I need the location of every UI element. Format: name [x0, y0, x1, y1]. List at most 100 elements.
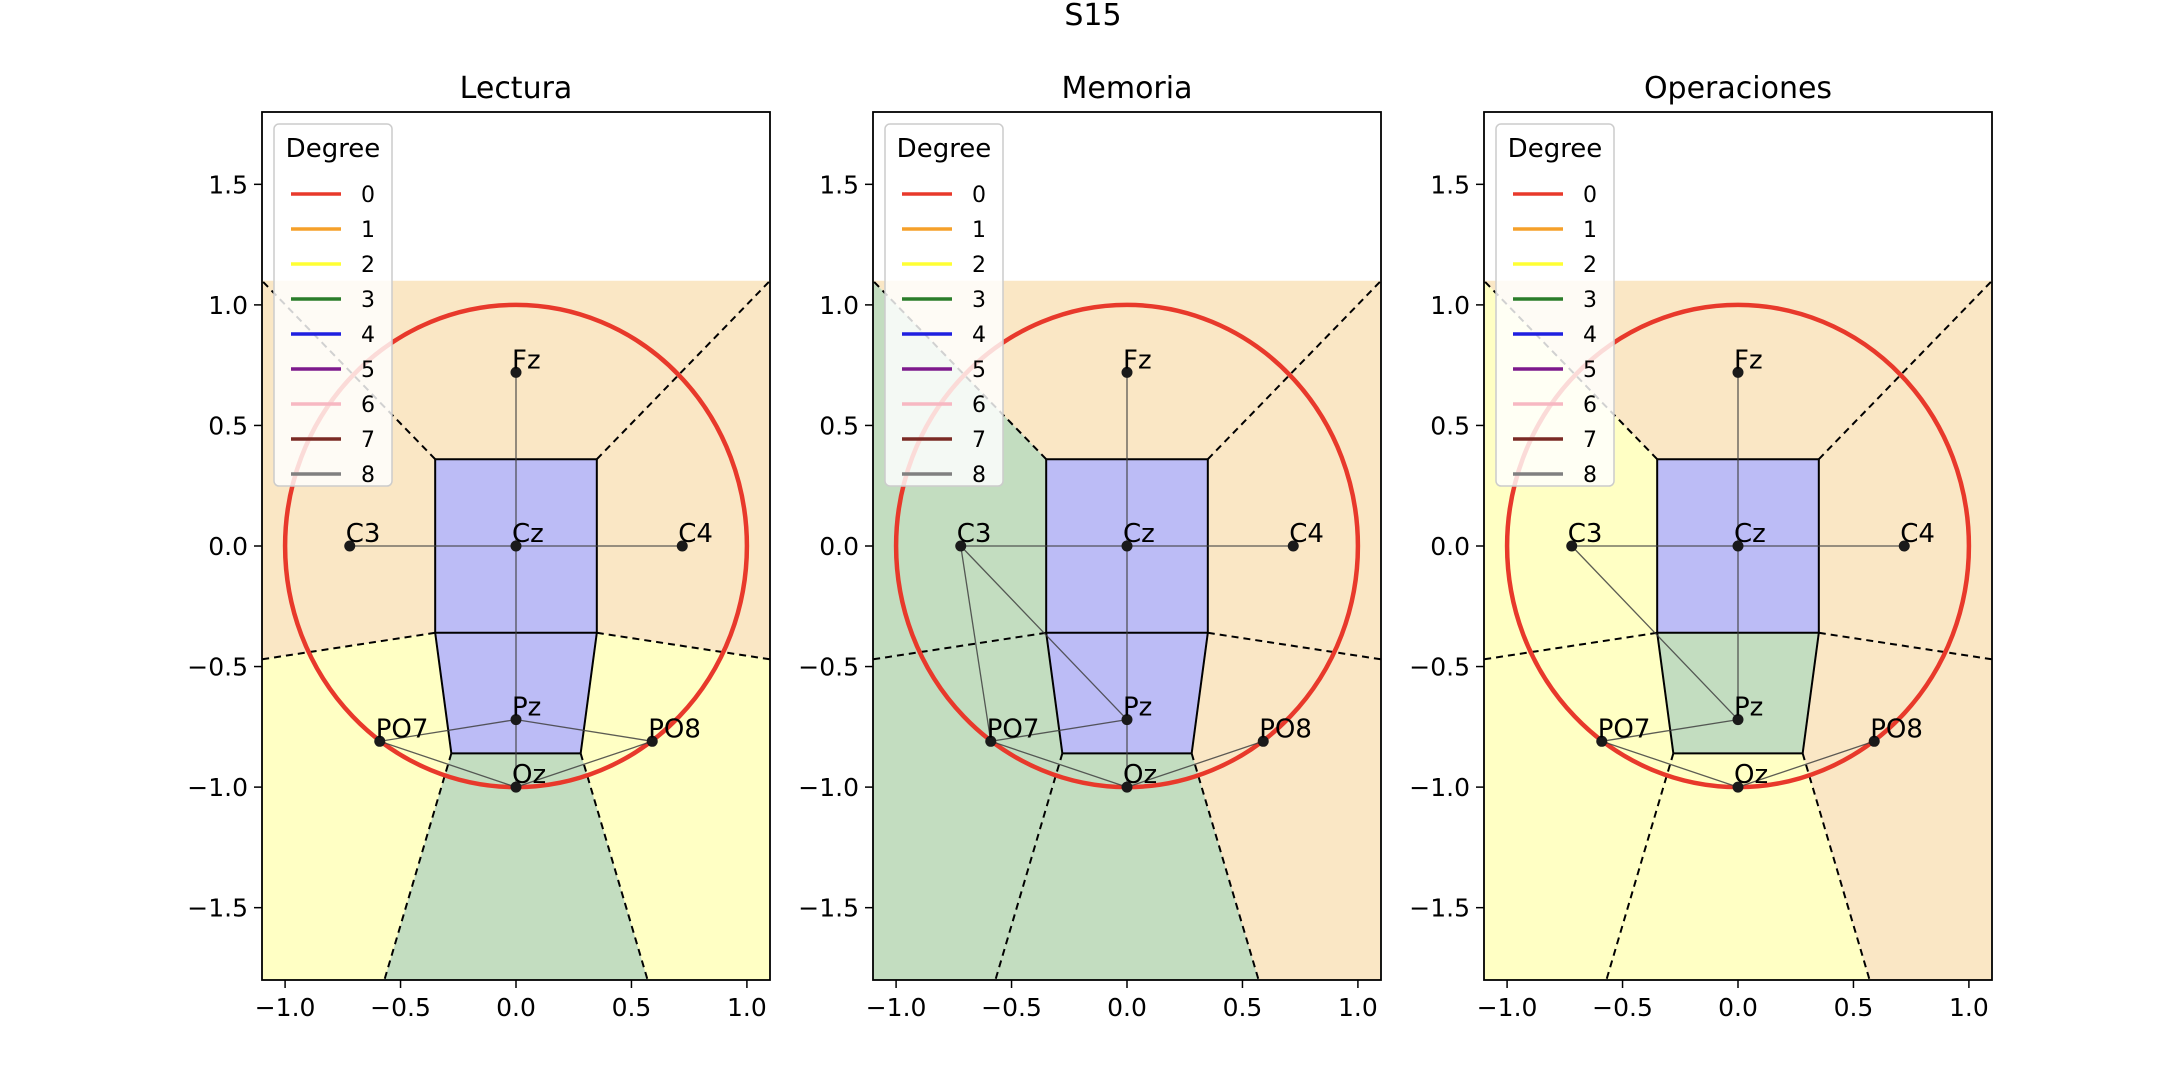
- panel-operaciones: Fz C3 Cz C4 Pz PO7 PO8 Oz Operaciones −1.0 −0.5 0.0…: [1409, 71, 1993, 1022]
- node-c4: [1287, 540, 1299, 552]
- legend-label-0: 0: [1583, 183, 1597, 208]
- voronoi-region: [580, 632, 770, 980]
- legend-label-0: 0: [361, 183, 375, 208]
- y-tick-label: −1.5: [1409, 894, 1470, 923]
- voronoi-ridge: [1605, 753, 1675, 980]
- voronoi-region: [1606, 753, 1870, 980]
- y-tick-label: 0.0: [819, 532, 859, 561]
- voronoi-ridge: [1484, 631, 1658, 661]
- node-oz: [510, 781, 522, 793]
- legend-label-6: 6: [972, 393, 986, 418]
- edge-po8-oz: [1737, 740, 1875, 788]
- y-tick-label: −0.5: [1409, 653, 1470, 682]
- edge-c3-pz: [1571, 545, 1739, 721]
- voronoi-region: [1484, 632, 1674, 980]
- node-label-c3: C3: [1568, 519, 1603, 549]
- node-label-pz: Pz: [1734, 693, 1763, 723]
- y-tick-label: −1.0: [187, 773, 248, 802]
- x-tick-label: −0.5: [981, 993, 1042, 1022]
- legend-label-1: 1: [972, 218, 986, 243]
- voronoi-ridge: [1190, 753, 1260, 980]
- node-po7: [374, 735, 386, 747]
- axes-title: Lectura: [460, 71, 573, 106]
- legend-label-1: 1: [1583, 218, 1597, 243]
- node-po7: [985, 735, 997, 747]
- node-po8: [1868, 735, 1880, 747]
- cell-boundary: [1045, 632, 1064, 754]
- voronoi-ridge: [1207, 631, 1381, 661]
- node-pz: [1121, 714, 1133, 726]
- x-tick-label: 0.0: [496, 993, 536, 1022]
- legend-label-5: 5: [972, 358, 986, 383]
- x-tick-label: 1.0: [727, 993, 767, 1022]
- edge-pz-po7: [379, 718, 517, 742]
- node-cz: [1732, 540, 1744, 552]
- x-tick-label: −0.5: [1592, 993, 1653, 1022]
- y-tick-label: 0.0: [1430, 532, 1470, 561]
- voronoi-ridge: [579, 753, 649, 980]
- node-label-oz: Oz: [512, 760, 546, 790]
- y-tick-label: 1.5: [208, 170, 248, 199]
- voronoi-ridge: [1801, 753, 1871, 980]
- node-label-cz: Cz: [512, 519, 544, 549]
- cell-boundary: [434, 632, 453, 754]
- legend-label-8: 8: [1583, 463, 1597, 488]
- x-tick-label: −1.0: [866, 993, 927, 1022]
- node-pz: [1732, 714, 1744, 726]
- y-tick-label: −1.5: [187, 894, 248, 923]
- x-tick-label: 0.5: [612, 993, 652, 1022]
- node-cz: [1121, 540, 1133, 552]
- edge-c3-po7: [960, 545, 992, 742]
- node-label-c4: C4: [1289, 519, 1324, 549]
- y-tick-label: 0.5: [819, 411, 859, 440]
- voronoi-region: [1802, 632, 1992, 980]
- voronoi-ridge: [596, 631, 770, 661]
- legend-label-7: 7: [1583, 428, 1597, 453]
- x-tick-label: −1.0: [1477, 993, 1538, 1022]
- node-cz: [510, 540, 522, 552]
- legend-title: Degree: [286, 134, 381, 164]
- node-fz: [1121, 366, 1133, 378]
- x-tick-label: 1.0: [1338, 993, 1378, 1022]
- y-tick-label: −0.5: [798, 653, 859, 682]
- node-po8: [1257, 735, 1269, 747]
- edge-po8-oz: [1126, 740, 1264, 788]
- y-tick-label: 1.0: [819, 291, 859, 320]
- node-c3: [344, 540, 356, 552]
- legend-box: [884, 123, 1004, 487]
- axes-title: Operaciones: [1644, 71, 1832, 106]
- legend-title: Degree: [897, 134, 992, 164]
- node-label-c3: C3: [957, 519, 992, 549]
- legend-box: [1495, 123, 1615, 487]
- legend: Degree 0 1 2 3 4 5 6 7 8: [273, 123, 393, 488]
- node-label-c4: C4: [678, 519, 713, 549]
- edge-po7-oz: [990, 740, 1128, 788]
- voronoi-region: [995, 753, 1259, 980]
- x-tick-label: 0.5: [1223, 993, 1263, 1022]
- x-tick-label: 1.0: [1949, 993, 1989, 1022]
- voronoi-ridge: [383, 753, 453, 980]
- legend-label-3: 3: [361, 288, 375, 313]
- edge-po7-oz: [1601, 740, 1739, 788]
- voronoi-region: [262, 632, 452, 980]
- voronoi-ridge: [262, 631, 436, 661]
- voronoi-ridge: [873, 631, 1047, 661]
- y-tick-label: 1.5: [819, 170, 859, 199]
- node-po7: [1596, 735, 1608, 747]
- node-fz: [1732, 366, 1744, 378]
- node-pz: [510, 714, 522, 726]
- node-c3: [955, 540, 967, 552]
- legend-label-3: 3: [1583, 288, 1597, 313]
- node-label-c3: C3: [346, 519, 381, 549]
- y-tick-label: −1.0: [1409, 773, 1470, 802]
- legend-title: Degree: [1508, 134, 1603, 164]
- legend-label-2: 2: [972, 253, 986, 278]
- axes-title: Memoria: [1062, 71, 1193, 106]
- legend-label-8: 8: [972, 463, 986, 488]
- legend-label-7: 7: [361, 428, 375, 453]
- node-label-fz: Fz: [1123, 345, 1152, 375]
- node-label-po8: PO8: [1259, 714, 1312, 744]
- plot-area: Fz C3 Cz C4 Pz PO7 PO8 Oz: [1484, 280, 1992, 980]
- edge-pz-po8: [515, 718, 653, 742]
